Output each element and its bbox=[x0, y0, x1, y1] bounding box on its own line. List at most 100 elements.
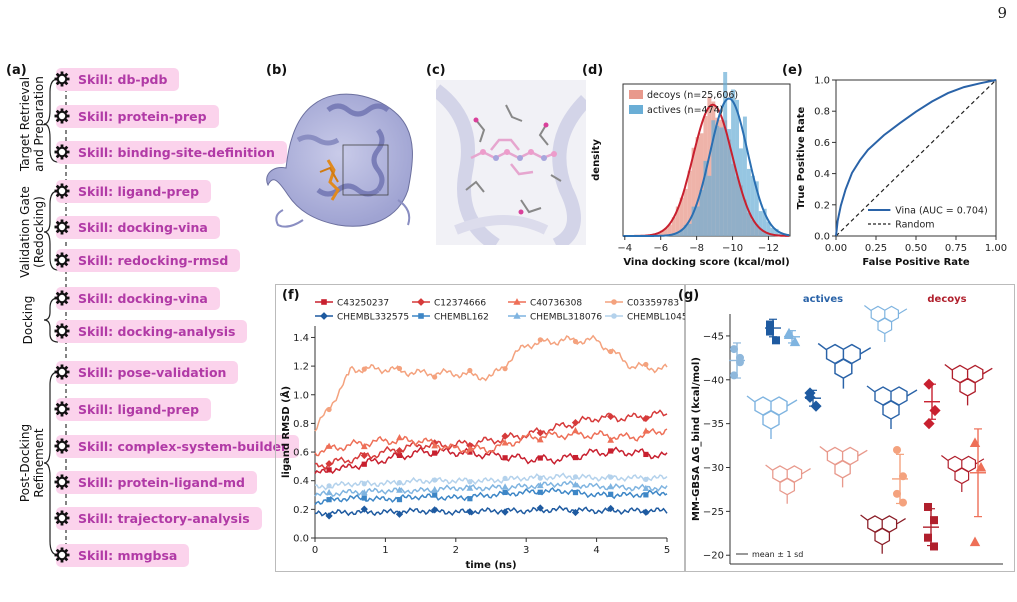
rmsd-marker bbox=[395, 447, 404, 455]
legend: Vina (AUC = 0.704) Random bbox=[868, 206, 988, 231]
y-tick-label: 0.2 bbox=[814, 200, 830, 211]
skill-label: Skill: redocking-rmsd bbox=[78, 253, 229, 268]
group-label-post-docking: Post-Docking Refinement bbox=[18, 423, 46, 503]
decoy-bar bbox=[656, 233, 660, 236]
rmsd-marker bbox=[571, 508, 580, 517]
gear-icon bbox=[54, 183, 70, 199]
legend: decoys (n=25,606) actives (n=474) bbox=[629, 90, 738, 116]
rmsd-marker bbox=[360, 442, 368, 450]
active-bar bbox=[679, 229, 684, 236]
rmsd-line bbox=[314, 427, 668, 457]
molecule-sketch bbox=[941, 455, 985, 493]
gear-icon bbox=[54, 219, 70, 235]
skill-label: Skill: protein-prep bbox=[78, 109, 207, 124]
rmsd-marker bbox=[432, 374, 438, 380]
rmsd-marker bbox=[572, 454, 579, 461]
molecule-sketch bbox=[817, 342, 872, 389]
rmsd-line bbox=[314, 409, 668, 470]
legend-marker bbox=[418, 313, 424, 319]
rmsd-marker bbox=[571, 418, 580, 427]
panel-label-a: (a) bbox=[6, 63, 27, 78]
skill-pill: Skill: db-pdb bbox=[54, 68, 180, 91]
panel-label-g: (g) bbox=[678, 288, 700, 303]
y-axis-label: density bbox=[591, 139, 602, 181]
rmsd-marker bbox=[537, 475, 543, 481]
data-point bbox=[789, 336, 801, 347]
legend-label-random: Random bbox=[895, 220, 934, 231]
skill-pill: Skill: binding-site-definition bbox=[54, 141, 287, 164]
y-tick-label: 0.8 bbox=[293, 419, 309, 430]
page-number: 9 bbox=[997, 4, 1007, 22]
panel-label-b: (b) bbox=[266, 63, 288, 78]
x-tick-label: 0.25 bbox=[865, 243, 887, 254]
rmsd-marker bbox=[361, 495, 367, 501]
molecule-sketch bbox=[819, 445, 868, 488]
active-bar bbox=[774, 228, 779, 236]
legend-label-vina: Vina (AUC = 0.704) bbox=[895, 206, 988, 217]
rmsd-marker bbox=[431, 506, 439, 514]
docking-score-histogram: −4 −6 −8 −10 −12 Vina docking score (kcal/mol… bbox=[591, 72, 791, 268]
rmsd-marker bbox=[360, 489, 368, 496]
active-bar bbox=[742, 116, 747, 236]
rmsd-marker bbox=[467, 479, 473, 485]
data-point bbox=[930, 542, 938, 551]
gear-icon bbox=[54, 252, 70, 268]
active-bar bbox=[735, 99, 740, 236]
active-bar bbox=[699, 190, 704, 236]
decoy-bar bbox=[671, 217, 676, 236]
skill-pill: Skill: ligand-prep bbox=[54, 398, 212, 421]
data-point bbox=[783, 329, 795, 340]
x-tick-label: 5 bbox=[664, 545, 670, 556]
active-bar bbox=[691, 206, 696, 236]
panel-label-d: (d) bbox=[582, 63, 604, 78]
rmsd-marker bbox=[325, 460, 333, 468]
rmsd-marker bbox=[607, 436, 615, 443]
data-point bbox=[893, 445, 901, 454]
legend-label: mean ± 1 sd bbox=[752, 550, 803, 559]
rmsd-marker bbox=[608, 348, 614, 355]
legend-label-decoys: decoys (n=25,606) bbox=[647, 90, 738, 101]
data-point bbox=[975, 461, 987, 472]
rmsd-marker bbox=[536, 504, 544, 512]
rmsd-marker bbox=[501, 508, 509, 516]
y-axis-label: MM-GBSA ΔG_bind (kcal/mol) bbox=[691, 357, 702, 521]
active-bar bbox=[723, 72, 728, 236]
legend-label: C43250237 bbox=[337, 299, 389, 309]
binding-site-image bbox=[436, 80, 586, 245]
rmsd-marker bbox=[643, 492, 649, 498]
legend-marker bbox=[513, 312, 521, 319]
legend-marker bbox=[513, 298, 521, 305]
group-label-actives: actives bbox=[803, 294, 843, 305]
x-tick-label: 1.00 bbox=[985, 243, 1007, 254]
data-point bbox=[730, 345, 738, 354]
legend-marker bbox=[611, 299, 617, 305]
decoy-bar bbox=[659, 230, 664, 236]
y-tick-label: 0.0 bbox=[814, 232, 830, 243]
gear-icon bbox=[54, 144, 70, 160]
gear-icon bbox=[54, 510, 70, 526]
rmsd-marker bbox=[537, 489, 543, 495]
decoy-bar bbox=[707, 96, 712, 236]
decoy-bar bbox=[663, 228, 668, 236]
rmsd-marker bbox=[572, 489, 579, 496]
y-tick-label: 1.2 bbox=[293, 362, 309, 373]
y-tick-label: 0.4 bbox=[814, 169, 830, 180]
data-point bbox=[766, 327, 774, 336]
panel-label-e: (e) bbox=[782, 63, 803, 78]
rmsd-marker bbox=[607, 412, 615, 421]
rmsd-marker bbox=[466, 484, 474, 491]
skill-label: Skill: docking-vina bbox=[78, 291, 208, 306]
y-tick-label: 1.0 bbox=[293, 390, 309, 401]
gear-icon bbox=[54, 474, 70, 490]
actives-density-curve bbox=[623, 97, 790, 237]
rmsd-marker bbox=[537, 337, 543, 343]
skill-label: Skill: docking-analysis bbox=[78, 324, 236, 339]
data-point bbox=[929, 404, 941, 417]
data-point bbox=[924, 533, 932, 542]
rmsd-marker bbox=[466, 508, 474, 516]
group-label-target: Target Retrieval and Preparation bbox=[18, 76, 46, 172]
rmsd-marker bbox=[536, 429, 544, 437]
x-tick-label: −10 bbox=[722, 243, 743, 254]
y-tick-label: −25 bbox=[703, 507, 724, 518]
gear-icon bbox=[54, 438, 70, 454]
